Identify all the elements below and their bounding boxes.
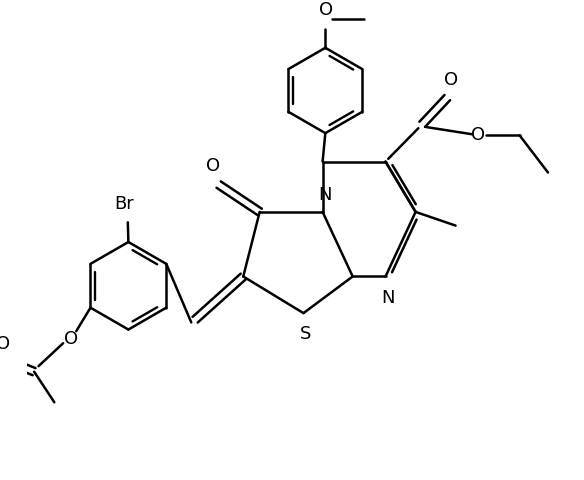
Text: O: O (471, 126, 485, 144)
Text: O: O (0, 335, 10, 352)
Text: O: O (64, 330, 78, 348)
Text: N: N (381, 288, 395, 307)
Text: O: O (319, 1, 333, 19)
Text: O: O (206, 156, 220, 175)
Text: Br: Br (114, 195, 134, 213)
Text: N: N (319, 186, 332, 204)
Text: S: S (300, 325, 311, 343)
Text: O: O (444, 71, 458, 89)
